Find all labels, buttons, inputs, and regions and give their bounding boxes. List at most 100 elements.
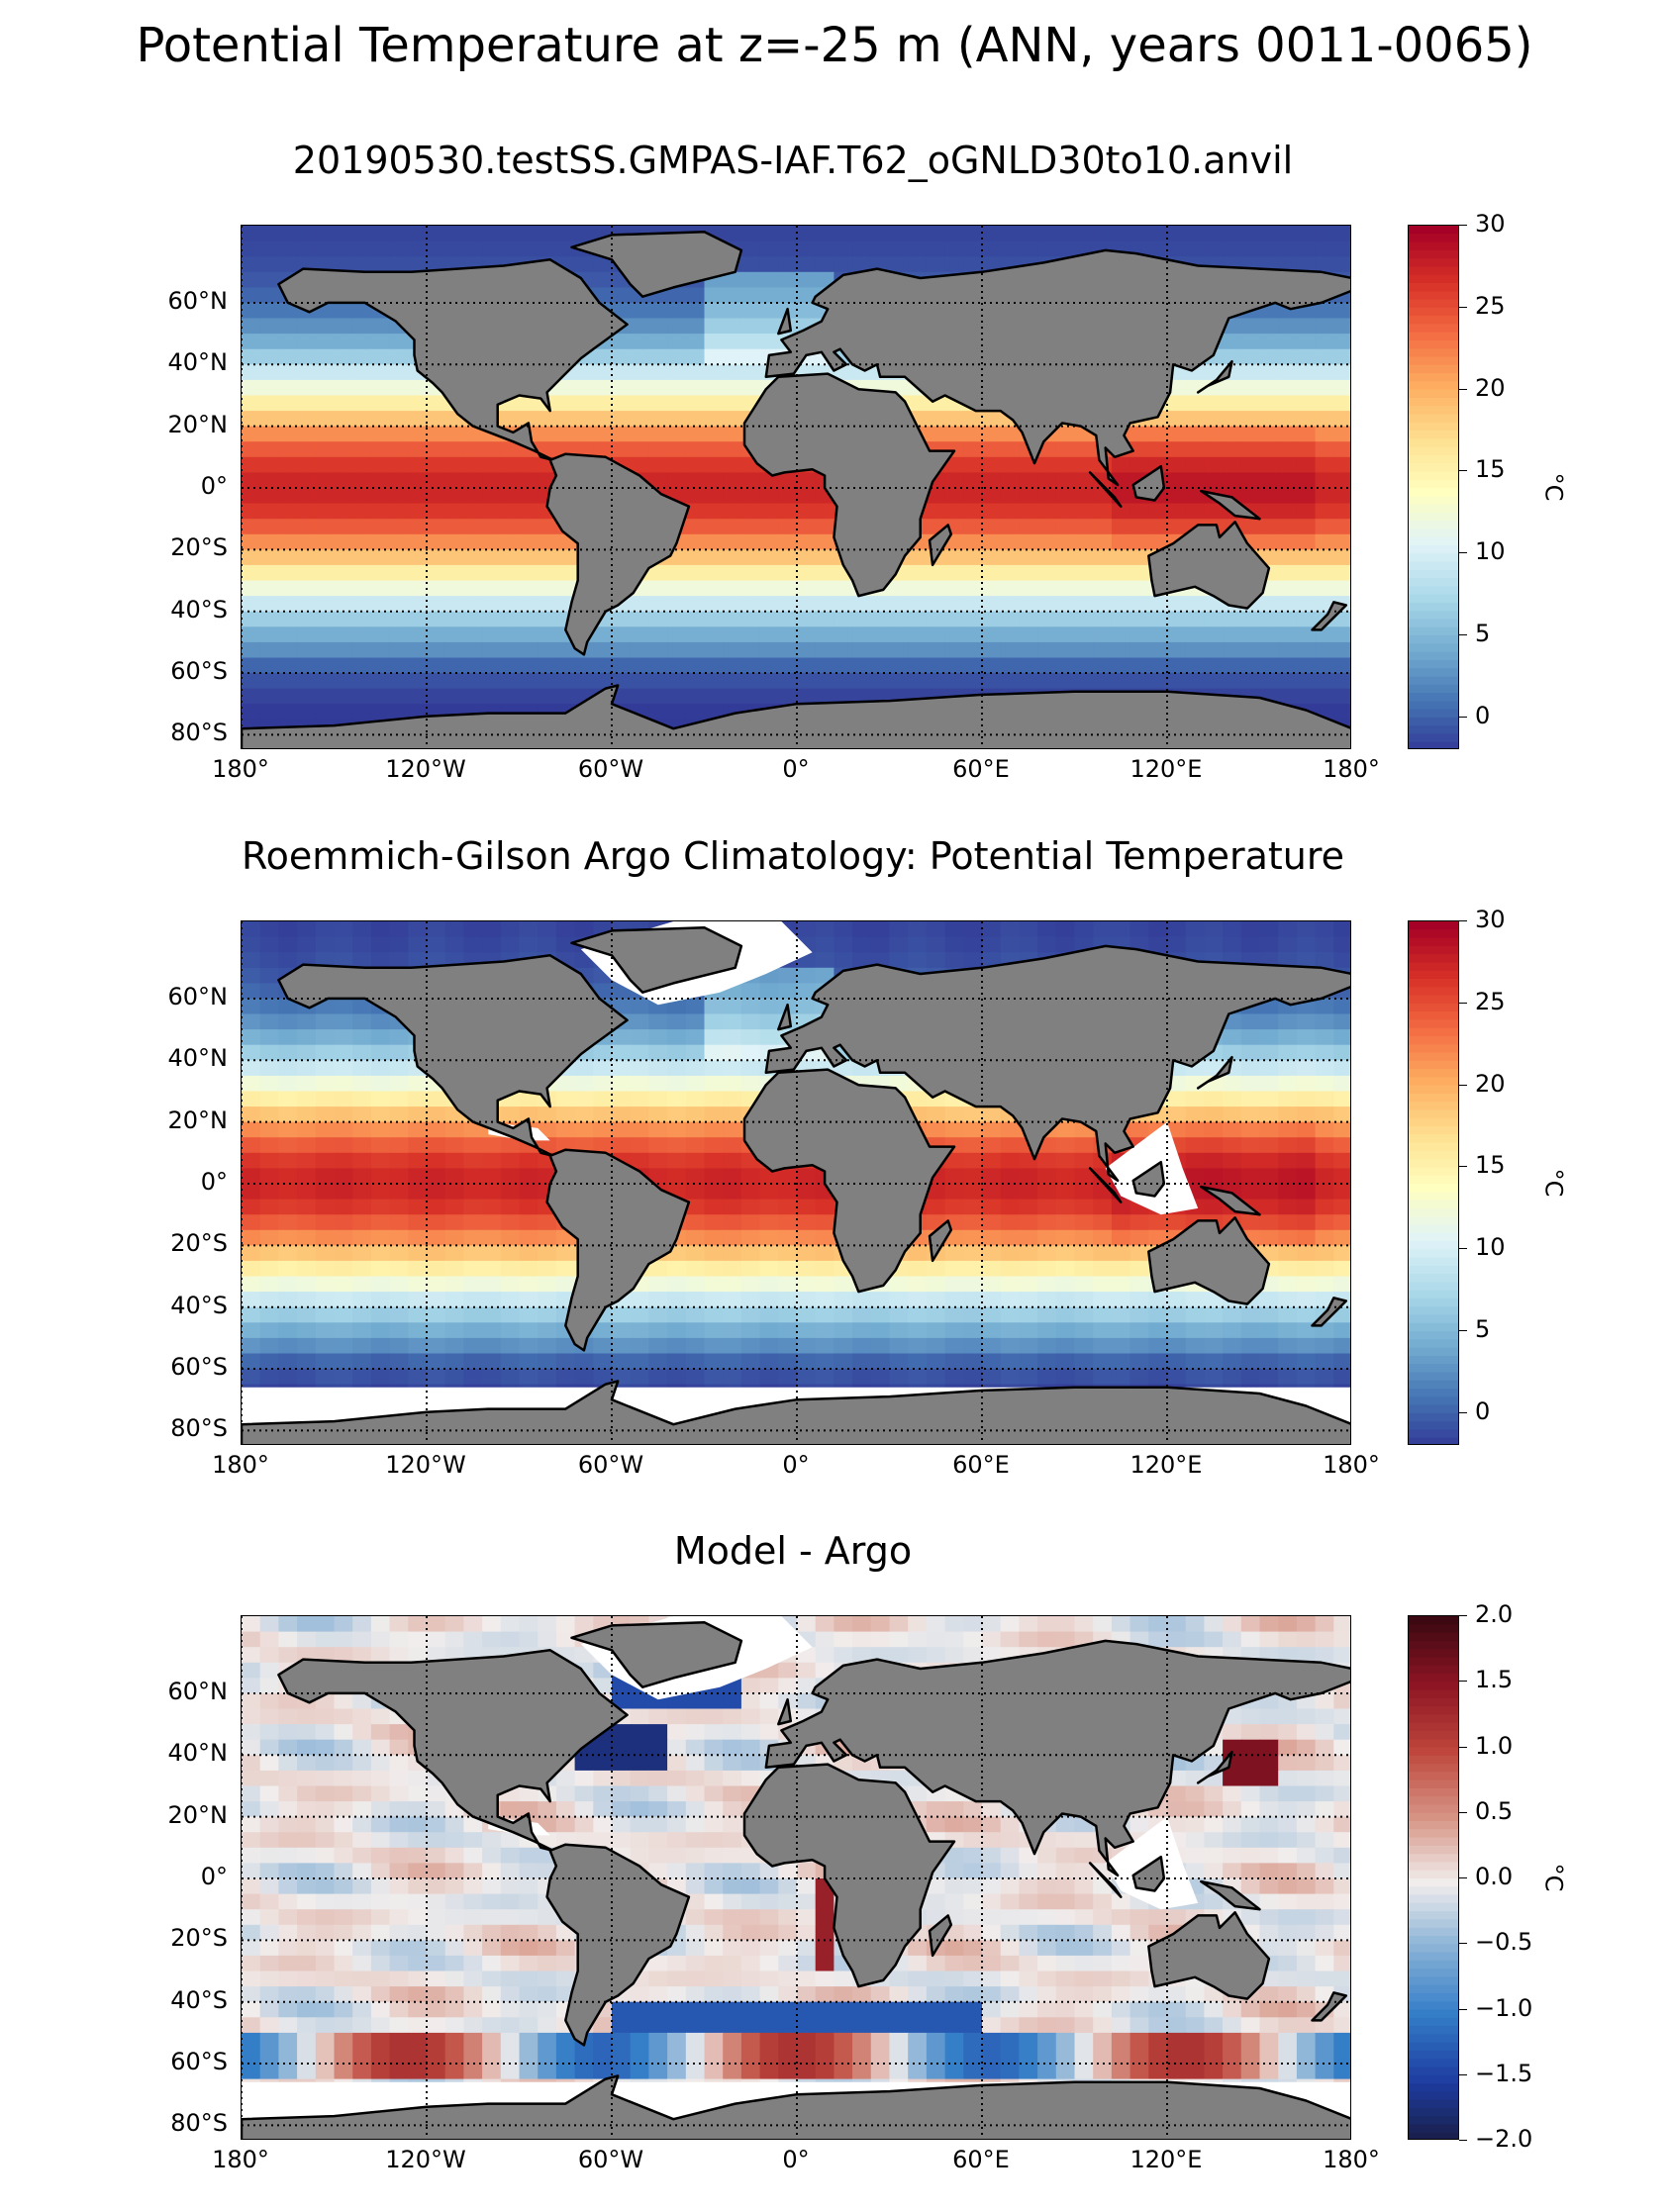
lon-tick-label: 120°W — [385, 1451, 466, 1479]
colorbar-tick-mark — [1459, 1411, 1467, 1413]
colorbar-tick-mark — [1459, 1248, 1467, 1250]
colorbar-tick-label: −1.5 — [1475, 2059, 1533, 2087]
lon-tick-label: 120°E — [1129, 2146, 1203, 2173]
lon-tick-label: 180° — [212, 2146, 269, 2173]
lat-tick-label: 80°S — [170, 1414, 228, 1443]
colorbar-tick-mark — [1459, 920, 1467, 921]
lat-tick-label: 0° — [200, 1168, 228, 1196]
colorbar-tick-label: 15 — [1475, 455, 1506, 484]
lon-tick-label: 60°E — [952, 1451, 1010, 1479]
lat-tick-label: 40°N — [167, 1044, 229, 1073]
figure-title: Potential Temperature at z=-25 m (ANN, y… — [136, 18, 1533, 73]
colorbar-tick-label: −1.0 — [1475, 1993, 1533, 2022]
lon-tick-label: 180° — [1323, 1451, 1380, 1479]
colorbar-tick-label: 0.5 — [1475, 1796, 1514, 1825]
map-difference-field — [242, 1616, 1350, 2139]
lat-tick-label: 20°S — [170, 533, 228, 562]
lon-tick-label: 120°W — [385, 755, 466, 783]
colorbar-tick-mark — [1459, 1615, 1467, 1616]
lon-tick-label: 0° — [782, 2146, 810, 2173]
colorbar-difference-gradient — [1409, 1616, 1458, 2139]
colorbar-tick-mark — [1459, 225, 1467, 226]
colorbar-tick-label: 25 — [1475, 291, 1506, 320]
lat-tick-label: 20°N — [167, 1800, 229, 1829]
lon-tick-label: 60°E — [952, 755, 1010, 783]
colorbar-difference-unit: °C — [1539, 1863, 1568, 1892]
lat-tick-label: 60°S — [170, 2048, 228, 2076]
colorbar-tick-label: 10 — [1475, 537, 1506, 566]
colorbar-model-unit: °C — [1539, 472, 1568, 502]
lon-tick-label: 120°E — [1129, 755, 1203, 783]
lat-tick-label: 80°S — [170, 719, 228, 747]
lon-tick-label: 60°E — [952, 2146, 1010, 2173]
lon-tick-label: 120°W — [385, 2146, 466, 2173]
colorbar-tick-label: 0 — [1475, 701, 1491, 729]
lon-tick-label: 0° — [782, 755, 810, 783]
colorbar-tick-mark — [1459, 716, 1467, 718]
lat-tick-label: 40°N — [167, 348, 229, 377]
map-argo-field — [242, 921, 1350, 1444]
lat-tick-label: 80°S — [170, 2109, 228, 2138]
lat-tick-label: 60°N — [167, 286, 229, 315]
colorbar-tick-label: 25 — [1475, 987, 1506, 1015]
colorbar-tick-mark — [1459, 1811, 1467, 1813]
panel-1-title: 20190530.testSS.GMPAS-IAF.T62_oGNLD30to1… — [292, 139, 1294, 182]
colorbar-tick-label: −2.0 — [1475, 2125, 1533, 2153]
lon-tick-label: 120°E — [1129, 1451, 1203, 1479]
colorbar-tick-label: 0.0 — [1475, 1863, 1514, 1890]
colorbar-tick-mark — [1459, 2008, 1467, 2010]
lat-tick-label: 60°S — [170, 657, 228, 686]
lon-tick-label: 180° — [1323, 2146, 1380, 2173]
lat-tick-label: 20°S — [170, 1229, 228, 1258]
colorbar-argo — [1408, 920, 1459, 1445]
lat-tick-label: 40°S — [170, 1985, 228, 2014]
lon-tick-label: 180° — [1323, 755, 1380, 783]
colorbar-tick-label: 30 — [1475, 906, 1506, 933]
colorbar-tick-mark — [1459, 1943, 1467, 1945]
map-panel-model — [241, 225, 1351, 749]
colorbar-tick-label: 2.0 — [1475, 1600, 1514, 1628]
lat-tick-label: 40°S — [170, 595, 228, 624]
lon-tick-label: 180° — [212, 755, 269, 783]
colorbar-difference — [1408, 1615, 1459, 2140]
colorbar-tick-mark — [1459, 470, 1467, 472]
colorbar-tick-label: 10 — [1475, 1233, 1506, 1262]
lat-tick-label: 60°S — [170, 1353, 228, 1382]
lat-tick-label: 40°S — [170, 1291, 228, 1319]
colorbar-model-gradient — [1409, 226, 1458, 748]
lat-tick-label: 60°N — [167, 982, 229, 1010]
panel-2-title: Roemmich-Gilson Argo Climatology: Potent… — [241, 834, 1345, 878]
colorbar-tick-mark — [1459, 1681, 1467, 1683]
lon-tick-label: 60°W — [577, 2146, 644, 2173]
lat-tick-label: 60°N — [167, 1677, 229, 1705]
lon-tick-label: 0° — [782, 1451, 810, 1479]
colorbar-tick-mark — [1459, 388, 1467, 390]
colorbar-tick-mark — [1459, 634, 1467, 636]
colorbar-tick-mark — [1459, 2140, 1467, 2141]
graticule — [242, 921, 1350, 1444]
map-model-field — [242, 226, 1350, 748]
colorbar-tick-label: 1.5 — [1475, 1666, 1514, 1694]
lat-tick-label: 0° — [200, 1863, 228, 1890]
colorbar-argo-gradient — [1409, 921, 1458, 1444]
map-panel-argo — [241, 920, 1351, 1445]
colorbar-tick-mark — [1459, 1330, 1467, 1332]
land-mask — [242, 925, 1350, 1444]
colorbar-tick-label: 20 — [1475, 373, 1506, 402]
colorbar-tick-label: 5 — [1475, 620, 1491, 648]
map-panel-difference — [241, 1615, 1351, 2140]
colorbar-tick-mark — [1459, 1746, 1467, 1748]
graticule — [242, 1616, 1350, 2139]
colorbar-tick-mark — [1459, 2073, 1467, 2075]
lat-tick-label: 20°N — [167, 1106, 229, 1134]
panel-3-title: Model - Argo — [673, 1529, 913, 1573]
colorbar-argo-unit: °C — [1539, 1168, 1568, 1198]
colorbar-tick-label: 15 — [1475, 1151, 1506, 1180]
colorbar-tick-label: 0 — [1475, 1396, 1491, 1425]
colorbar-tick-mark — [1459, 1166, 1467, 1168]
colorbar-tick-mark — [1459, 1002, 1467, 1004]
colorbar-tick-mark — [1459, 306, 1467, 308]
lat-tick-label: 0° — [200, 472, 228, 500]
colorbar-tick-mark — [1459, 1084, 1467, 1086]
lon-tick-label: 60°W — [577, 755, 644, 783]
